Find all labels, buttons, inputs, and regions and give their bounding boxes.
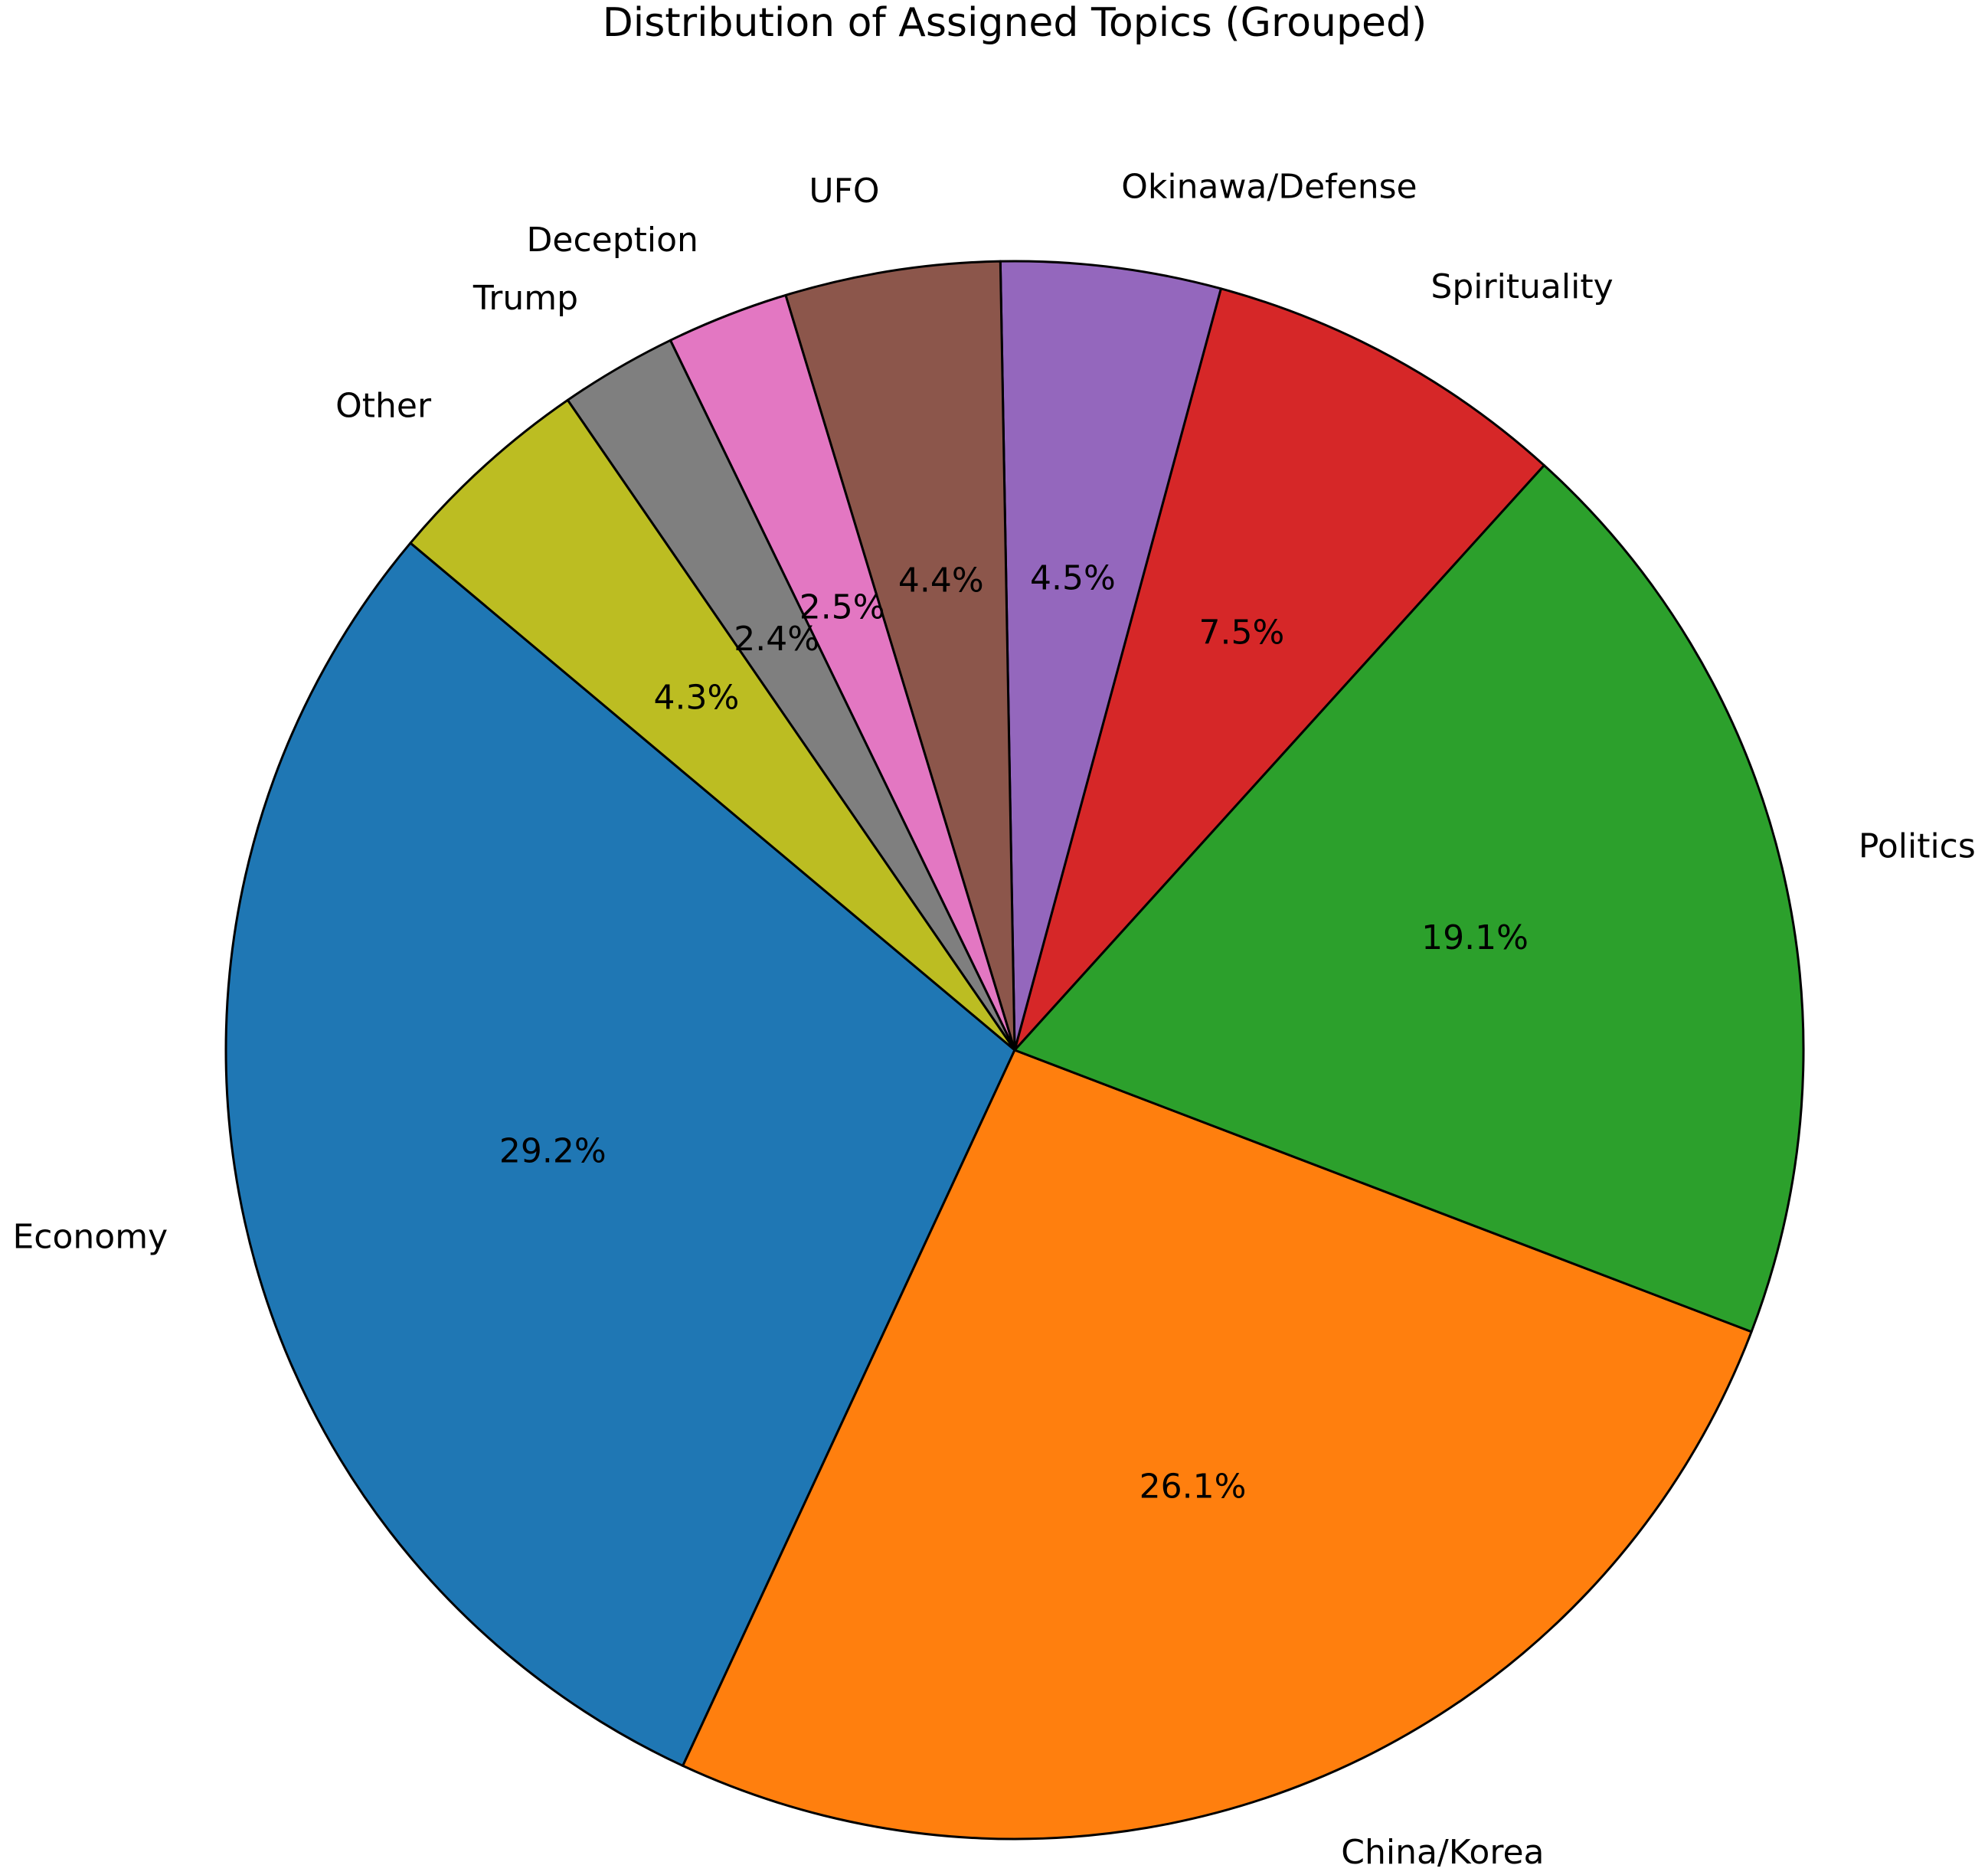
- value-label: 2.4%: [734, 620, 819, 659]
- pie-slice: [409, 398, 1016, 1052]
- slice-label: Deception: [527, 221, 698, 260]
- value-label: 19.1%: [1421, 918, 1529, 957]
- slice-label: Spirituality: [1431, 267, 1613, 306]
- value-label: 7.5%: [1199, 614, 1285, 653]
- value-label: 4.5%: [1030, 559, 1116, 598]
- slice-label: Okinawa/Defense: [1121, 168, 1417, 207]
- slice-label: UFO: [809, 172, 879, 211]
- slice-label: Politics: [1859, 826, 1976, 866]
- pie-slice: [1013, 463, 1805, 1333]
- slice-label: Trump: [472, 279, 578, 318]
- value-label: 2.5%: [799, 588, 885, 627]
- pie-slice: [999, 260, 1222, 1052]
- value-label: 29.2%: [499, 1131, 607, 1170]
- chart-title: Distribution of Assigned Topics (Grouped…: [603, 0, 1427, 46]
- slice-label: China/Korea: [1341, 1833, 1544, 1872]
- value-label: 26.1%: [1140, 1468, 1247, 1507]
- slice-label: Other: [335, 386, 432, 425]
- pie-slice: [224, 542, 1016, 1767]
- slice-label: Economy: [12, 1217, 168, 1256]
- pie-slice: [784, 260, 1016, 1052]
- pie-slice: [682, 1049, 1753, 1841]
- value-label: 4.4%: [898, 561, 984, 600]
- pie-slice: [1013, 287, 1545, 1052]
- value-label: 4.3%: [653, 679, 739, 718]
